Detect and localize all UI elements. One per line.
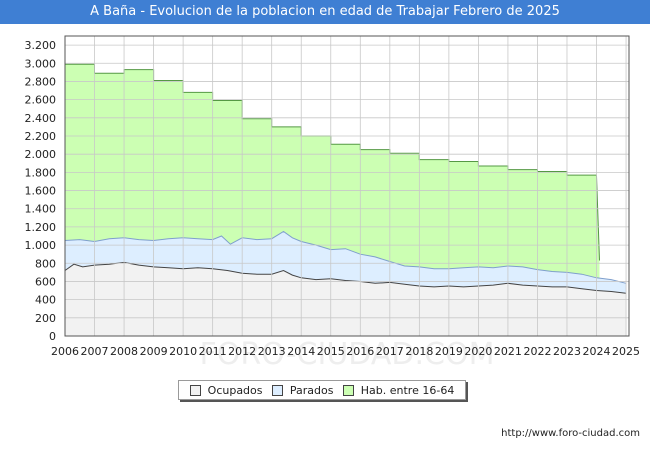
x-tick-label: 2016 [346, 345, 374, 358]
legend-swatch-ocupados [189, 384, 201, 396]
legend-item-hab: Hab. entre 16-64 [342, 383, 455, 397]
y-tick-label: 2.800 [25, 75, 57, 88]
y-tick-label: 800 [35, 257, 56, 270]
y-tick-label: 2.600 [25, 94, 57, 107]
legend-label-ocupados: Ocupados [207, 383, 263, 397]
x-tick-label: 2011 [199, 345, 227, 358]
x-tick-label: 2021 [494, 345, 522, 358]
x-tick-label: 2025 [612, 345, 640, 358]
plot-frame [64, 35, 630, 337]
chart-title: A Baña - Evolucion de la poblacion en ed… [0, 0, 650, 24]
legend-swatch-hab [342, 384, 354, 396]
x-tick-label: 2024 [583, 345, 611, 358]
x-tick-label: 2007 [81, 345, 109, 358]
y-tick-label: 2.400 [25, 112, 57, 125]
x-tick-label: 2017 [376, 345, 404, 358]
y-tick-label: 200 [35, 312, 56, 325]
y-tick-label: 2.000 [25, 148, 57, 161]
y-tick-label: 1.000 [25, 239, 57, 252]
x-tick-label: 2012 [228, 345, 256, 358]
x-tick-label: 2013 [258, 345, 286, 358]
y-tick-label: 0 [49, 330, 56, 343]
x-tick-label: 2015 [317, 345, 345, 358]
y-tick-label: 3.200 [25, 39, 57, 52]
x-tick-label: 2009 [140, 345, 168, 358]
y-tick-label: 3.000 [25, 57, 57, 70]
x-tick-label: 2010 [169, 345, 197, 358]
y-tick-label: 1.600 [25, 185, 57, 198]
x-tick-label: 2014 [287, 345, 315, 358]
x-tick-label: 2019 [435, 345, 463, 358]
y-tick-label: 1.400 [25, 203, 57, 216]
y-tick-label: 600 [35, 275, 56, 288]
x-tick-label: 2020 [464, 345, 492, 358]
y-tick-label: 1.200 [25, 221, 57, 234]
y-tick-label: 400 [35, 294, 56, 307]
footer-url[interactable]: http://www.foro-ciudad.com [501, 428, 640, 439]
chart-legend: Ocupados Parados Hab. entre 16-64 [178, 380, 466, 400]
x-tick-label: 2018 [405, 345, 433, 358]
y-tick-label: 1.800 [25, 166, 57, 179]
x-tick-label: 2023 [553, 345, 581, 358]
watermark-text: FORO-CIUDAD.COM [200, 337, 495, 372]
legend-item-ocupados: Ocupados [189, 383, 263, 397]
x-tick-label: 2008 [110, 345, 138, 358]
x-tick-label: 2006 [51, 345, 79, 358]
x-tick-label: 2022 [523, 345, 551, 358]
legend-label-hab: Hab. entre 16-64 [360, 383, 455, 397]
legend-swatch-parados [271, 384, 283, 396]
legend-item-parados: Parados [271, 383, 334, 397]
y-tick-label: 2.200 [25, 130, 57, 143]
legend-label-parados: Parados [289, 383, 334, 397]
chart-plot: FORO-CIUDAD.COM 0 200 400 600 800 1.000 1.200 1.… [25, 35, 640, 372]
series-line-0 [65, 63, 600, 261]
